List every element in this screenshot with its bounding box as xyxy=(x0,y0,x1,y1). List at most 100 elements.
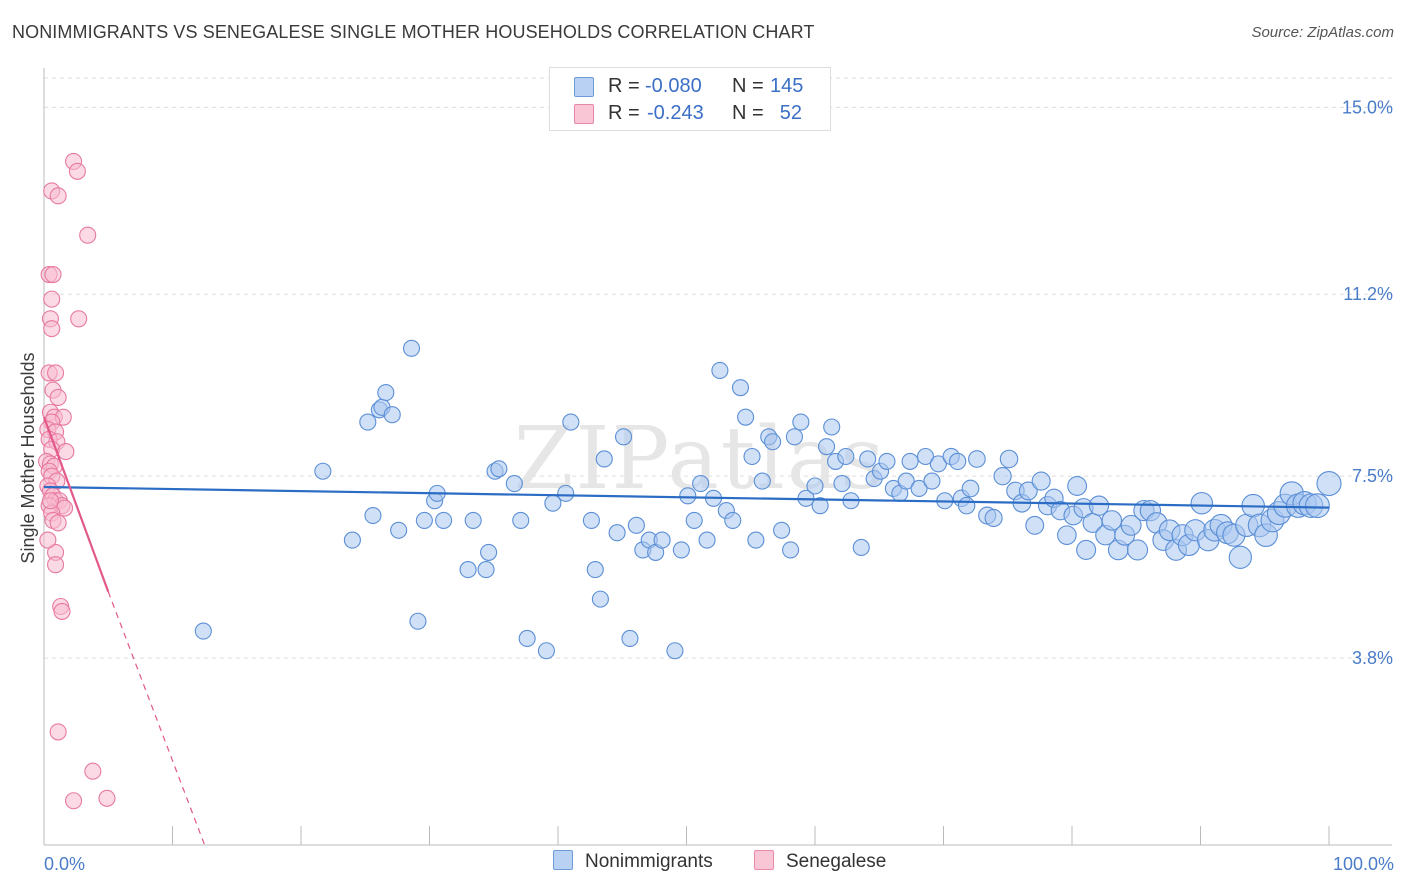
bottom-legend-swatch-blue xyxy=(553,850,573,870)
nonimmigrants-point xyxy=(591,590,609,608)
nonimmigrants-point xyxy=(737,408,755,426)
nonimmigrants-point xyxy=(627,516,645,534)
legend-r-value: -0.080 xyxy=(645,75,702,97)
nonimmigrants-point xyxy=(910,479,928,498)
chart-title: NONIMMIGRANTS VS SENEGALESE SINGLE MOTHE… xyxy=(12,22,815,42)
legend-row-senegalese: R = -0.243 N = 52 xyxy=(550,101,830,127)
nonimmigrants-point xyxy=(562,413,580,431)
nonimmigrants-point xyxy=(823,418,841,436)
senegalese-point xyxy=(49,388,67,407)
nonimmigrants-point xyxy=(1088,495,1110,516)
nonimmigrants-point xyxy=(957,496,976,515)
source-credit: Source: ZipAtlas.com xyxy=(1251,24,1394,41)
nonimmigrants-point xyxy=(852,538,870,557)
legend-row-nonimmigrants: R = -0.080 N = 145 xyxy=(550,74,830,100)
senegalese-point xyxy=(70,310,88,328)
nonimmigrants-point xyxy=(1126,539,1149,561)
senegalese-point xyxy=(49,187,67,205)
nonimmigrants-point xyxy=(743,447,761,466)
x-tick-label-min: 0.0% xyxy=(44,854,85,874)
senegalese-point xyxy=(98,789,116,807)
senegalese-point xyxy=(49,514,67,532)
nonimmigrants-point xyxy=(1018,481,1038,501)
y-tick-label: 15.0% xyxy=(1342,97,1393,117)
nonimmigrants-point xyxy=(1120,514,1142,536)
bottom-legend-senegalese: Senegalese xyxy=(754,850,886,873)
nonimmigrants-series xyxy=(194,339,1342,660)
nonimmigrants-point xyxy=(764,433,782,451)
nonimmigrants-point xyxy=(859,450,877,468)
nonimmigrants-point xyxy=(377,384,395,402)
stats-legend: R = -0.080 N = 145 R = -0.243 N = 52 xyxy=(549,67,831,131)
nonimmigrants-point xyxy=(1025,515,1045,535)
x-ticks xyxy=(43,826,1330,845)
legend-n-label: N = xyxy=(732,102,764,124)
nonimmigrants-point xyxy=(961,479,980,498)
nonimmigrants-point xyxy=(782,541,800,559)
y-axis-label: Single Mother Households xyxy=(18,352,38,563)
nonimmigrants-point xyxy=(364,506,382,525)
senegalese-point xyxy=(57,443,75,461)
nonimmigrants-point xyxy=(653,531,671,549)
senegalese-point xyxy=(84,762,102,780)
senegalese-point xyxy=(68,162,86,180)
bottom-legend-label: Nonimmigrants xyxy=(585,851,713,872)
nonimmigrants-point xyxy=(773,521,791,539)
nonimmigrants-point xyxy=(194,622,212,640)
nonimmigrants-point xyxy=(614,428,633,446)
senegalese-point xyxy=(47,556,65,574)
nonimmigrants-point xyxy=(557,484,575,502)
nonimmigrants-point xyxy=(679,487,697,505)
nonimmigrants-point xyxy=(984,508,1003,528)
senegalese-trend-line xyxy=(42,416,110,593)
nonimmigrants-point xyxy=(537,642,555,660)
senegalese-point xyxy=(47,364,65,382)
legend-swatch-blue xyxy=(574,77,594,97)
senegalese-point xyxy=(43,320,61,338)
nonimmigrants-point xyxy=(409,612,427,630)
nonimmigrants-point xyxy=(518,629,536,648)
legend-r-label: R = xyxy=(608,102,640,124)
nonimmigrants-point xyxy=(711,361,729,379)
senegalese-point xyxy=(49,723,67,741)
y-tick-label: 7.5% xyxy=(1352,466,1393,486)
nonimmigrants-point xyxy=(901,452,919,470)
nonimmigrants-point xyxy=(792,413,810,431)
nonimmigrants-point xyxy=(731,379,750,397)
nonimmigrants-point xyxy=(314,462,332,480)
nonimmigrants-point xyxy=(1057,525,1077,546)
nonimmigrants-point xyxy=(1067,476,1088,496)
y-tick-label: 3.8% xyxy=(1352,648,1393,668)
legend-n-value: 145 xyxy=(770,75,804,97)
senegalese-point xyxy=(79,226,97,244)
nonimmigrants-point xyxy=(916,447,935,466)
nonimmigrants-point xyxy=(480,543,498,561)
legend-n-value: 52 xyxy=(779,102,802,124)
nonimmigrants-point xyxy=(512,511,530,529)
nonimmigrants-point xyxy=(878,452,896,470)
nonimmigrants-point xyxy=(415,511,433,529)
nonimmigrants-point xyxy=(1304,493,1330,519)
legend-r-value: -0.243 xyxy=(647,102,704,124)
senegalese-series xyxy=(38,152,116,810)
nonimmigrants-point xyxy=(785,428,803,446)
x-tick-label-max: 100.0% xyxy=(1333,854,1394,874)
nonimmigrants-trend-line xyxy=(43,485,1330,509)
nonimmigrants-point xyxy=(806,477,824,495)
legend-swatch-pink xyxy=(574,104,594,124)
nonimmigrants-point xyxy=(402,339,421,357)
nonimmigrants-point xyxy=(1101,510,1123,531)
nonimmigrants-point xyxy=(724,511,742,529)
trend-lines xyxy=(42,416,1330,846)
nonimmigrants-point xyxy=(999,449,1019,469)
nonimmigrants-point xyxy=(923,472,941,490)
legend-n-label: N = xyxy=(732,75,764,97)
senegalese-trend-extension xyxy=(107,591,206,846)
senegalese-point xyxy=(41,492,59,510)
legend-r-label: R = xyxy=(608,75,640,97)
nonimmigrants-point xyxy=(582,511,600,529)
senegalese-point xyxy=(39,531,57,549)
nonimmigrants-point xyxy=(929,455,947,473)
nonimmigrants-point xyxy=(383,406,401,424)
nonimmigrants-point xyxy=(837,447,855,466)
